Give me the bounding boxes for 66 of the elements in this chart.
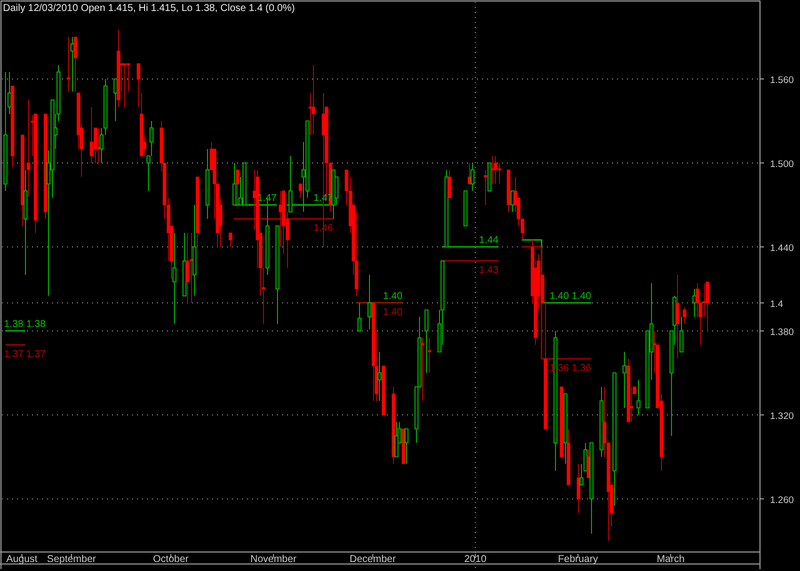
x-tick-label: September (47, 554, 97, 565)
candlestick (288, 155, 292, 212)
candlestick (468, 162, 472, 184)
data-label: 1.43 (479, 264, 499, 276)
candlestick (680, 316, 684, 352)
candlestick (122, 63, 126, 108)
candlestick (424, 309, 428, 374)
data-label: 1.37 1.37 (4, 348, 46, 360)
candlestick (186, 232, 190, 304)
chart-title: Daily 12/03/2010 Open 1.415, Hi 1.415, Lo 1.38, Close 1.4 (0.0%) (3, 3, 295, 14)
candlestick (298, 183, 302, 198)
candlestick (420, 337, 424, 402)
candlestick (172, 232, 176, 324)
candlestick (484, 169, 488, 206)
data-label: 1.38 1.38 (4, 318, 46, 330)
data-label: 1.44 (479, 234, 499, 246)
candlestick (394, 421, 398, 458)
candlestick (636, 379, 640, 416)
candlestick (682, 306, 686, 324)
candlestick (470, 162, 474, 192)
candlestick (66, 36, 70, 92)
x-tick-label: March (656, 554, 685, 565)
data-label: 1.40 (383, 306, 403, 318)
x-tick-label: November (250, 554, 298, 565)
candlestick (312, 64, 316, 136)
y-tick-label: 1.320 (770, 410, 794, 422)
candlestick (236, 169, 240, 206)
x-tick-label: October (153, 554, 190, 565)
candlestick (622, 351, 626, 408)
candlestick (190, 232, 194, 304)
y-tick-label: 1.560 (770, 74, 794, 86)
y-tick-label: 1.440 (770, 242, 794, 254)
candlestick (498, 162, 502, 184)
x-tick-label: August (6, 554, 38, 565)
candlestick (428, 337, 432, 374)
candlestick (490, 155, 494, 184)
candlestick (228, 232, 232, 248)
candlestick (232, 162, 236, 206)
candlestick (262, 267, 266, 324)
y-tick-label: 1.500 (770, 158, 794, 170)
data-label: 1.40 1.40 (549, 290, 592, 302)
candlestick (448, 169, 452, 198)
candlestick (90, 106, 94, 164)
data-label: 1.40 (383, 290, 403, 302)
candlestick (696, 282, 700, 318)
candlestick (126, 63, 130, 92)
candlestick (358, 302, 362, 332)
y-tick-label: 1.4 (770, 298, 784, 310)
y-tick-label: 1.380 (770, 326, 794, 338)
x-tick-label: February (558, 554, 598, 565)
candlestick (576, 463, 580, 514)
candlestick (676, 274, 680, 360)
y-tick-label: 1.260 (770, 494, 794, 506)
candlestick (378, 351, 382, 402)
x-tick-label: 2010 (464, 554, 487, 565)
candlestick (96, 127, 100, 164)
candlestick (368, 274, 372, 330)
candlestick (136, 63, 140, 108)
candlestick (26, 99, 30, 198)
candlestick (702, 282, 706, 318)
candlestick (706, 281, 710, 332)
candlestick (494, 155, 498, 184)
candlestick (308, 92, 312, 136)
candlestick (404, 428, 408, 464)
x-tick-label: December (350, 554, 396, 565)
candlestick (74, 36, 78, 92)
